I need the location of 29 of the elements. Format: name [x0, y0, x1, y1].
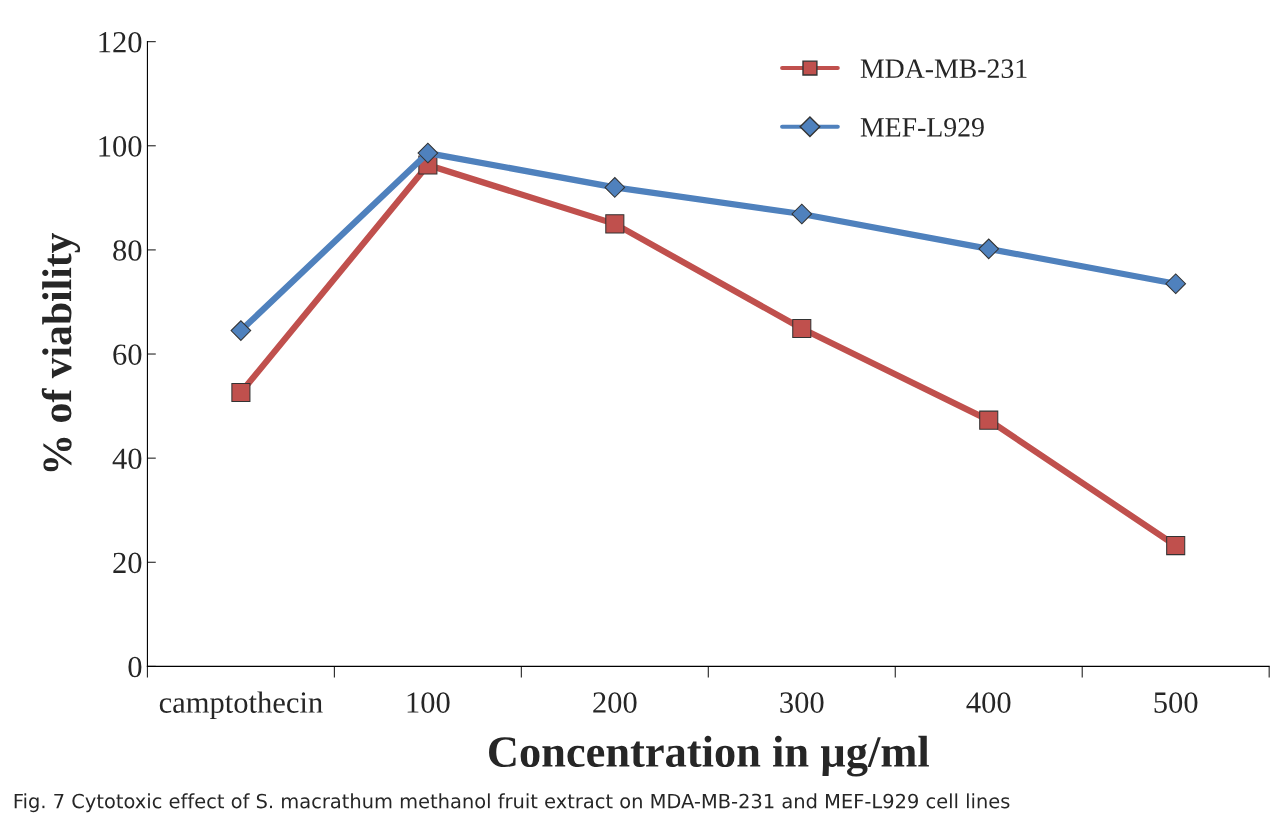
point — [979, 410, 999, 430]
y-tick-label: 20 — [113, 552, 142, 574]
x-tick-label: 400 — [966, 692, 1011, 713]
x-tick-label: 300 — [780, 692, 824, 713]
point — [605, 214, 625, 234]
point — [791, 203, 813, 225]
point — [1165, 273, 1187, 295]
point — [604, 177, 626, 198]
point — [230, 320, 252, 341]
y-axis-title: % of viability — [41, 232, 81, 472]
point — [978, 238, 1000, 260]
caption: Fig. 7 Cytotoxic effect of S. macrathum methanol fruit extract on MDA-MB-231 and MEF-L929 cell lines — [14, 793, 1010, 813]
y-tick-label: 80 — [113, 240, 142, 261]
legend-label: MDA-MB-231 — [860, 59, 1027, 79]
y-tick-label: 100 — [99, 136, 142, 157]
y-tick-label: 0 — [128, 656, 142, 678]
x-tick-label: 100 — [407, 692, 450, 713]
x-tick-label: camptothecin — [159, 691, 323, 720]
x-axis-title: Concentration in µg/ml — [489, 735, 929, 777]
y-tick-label: 40 — [112, 448, 142, 470]
legend-label: MEF-L929 — [860, 118, 984, 137]
y-tick-label: 120 — [99, 31, 142, 53]
point — [1166, 536, 1186, 556]
point — [417, 142, 439, 164]
point — [231, 383, 251, 403]
point — [792, 318, 812, 339]
x-tick-label: 500 — [1154, 692, 1198, 713]
y-tick-label: 60 — [113, 344, 142, 365]
x-tick-label: 200 — [593, 692, 637, 713]
